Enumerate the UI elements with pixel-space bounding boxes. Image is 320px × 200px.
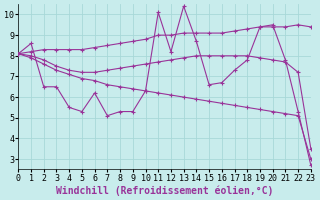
X-axis label: Windchill (Refroidissement éolien,°C): Windchill (Refroidissement éolien,°C) [56,185,273,196]
